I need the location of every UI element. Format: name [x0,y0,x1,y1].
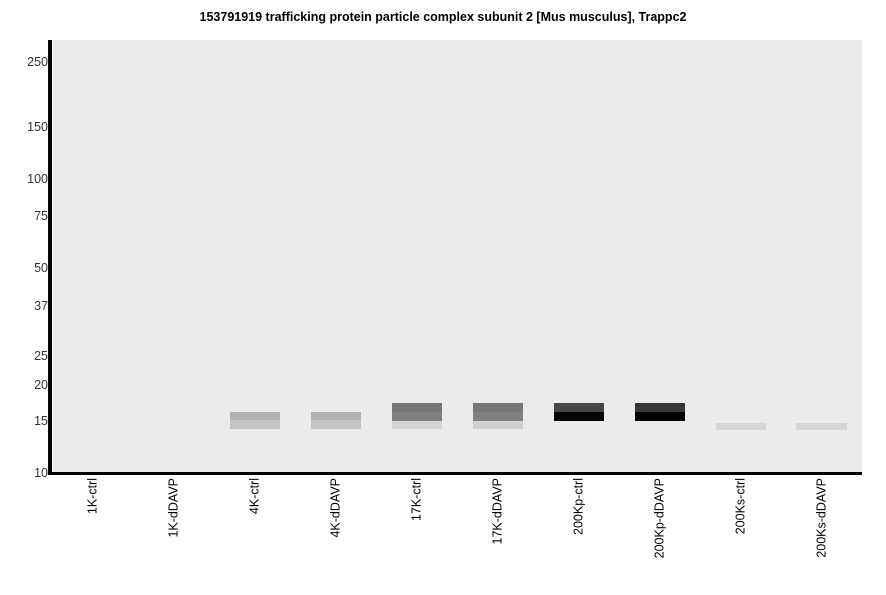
gel-band [634,411,685,422]
y-tick-label: 20 [34,377,48,392]
y-tick-label: 100 [27,172,48,187]
y-tick-label: 15 [34,414,48,429]
x-tick-label: 1K-ctrl [85,478,100,515]
gel-band [634,403,685,412]
x-tick-label: 200Kp-ctrl [571,478,586,535]
y-tick-label: 10 [34,466,48,480]
x-tick-slot: 4K-dDAVP [296,474,377,595]
gel-band [472,403,524,413]
gel-band [553,411,604,422]
y-tick-label: 25 [34,349,48,364]
y-tick-label: 50 [34,260,48,275]
page-title: 153791919 trafficking protein particle c… [199,10,687,24]
gel-lane [796,40,847,474]
y-tick-label: 150 [27,120,48,135]
gel-lane [230,40,281,474]
x-tick-label: 17K-dDAVP [490,478,505,545]
gel-lane [311,40,362,474]
gel-lane [634,40,685,474]
x-tick-slot: 1K-ctrl [53,474,134,595]
x-tick-slot: 1K-dDAVP [134,474,215,595]
gel-band [391,412,443,421]
gel-band [553,403,604,412]
gel-lane [149,40,199,474]
gel-band [391,420,443,430]
gel-lane [391,40,443,474]
plot-area [53,40,862,474]
x-tick-slot: 17K-ctrl [377,474,458,595]
gel-band [230,411,281,420]
gel-lanes [53,40,862,474]
x-tick-slot: 17K-dDAVP [458,474,539,595]
y-axis-tick-labels: 250 150 100 75 50 37 25 20 15 10 [0,0,48,595]
gel-lane [472,40,524,474]
gel-band [472,412,524,421]
gel-band [715,423,766,431]
y-tick-label: 250 [27,55,48,70]
gel-lane [715,40,766,474]
x-tick-slot: 200Kp-ctrl [538,474,619,595]
gel-band [311,419,362,430]
gel-lane [68,40,118,474]
x-axis-line [48,472,862,475]
gel-band [311,411,362,420]
x-axis-tick-labels: 1K-ctrl 1K-dDAVP 4K-ctrl 4K-dDAVP 17K-ctrl 17… [53,474,862,595]
x-tick-label: 4K-ctrl [247,478,262,515]
gel-band [472,420,524,430]
x-tick-slot: 200Kp-dDAVP [619,474,700,595]
x-tick-slot: 200Ks-ctrl [700,474,781,595]
gel-band [796,423,847,431]
gel-band [391,403,443,413]
x-tick-label: 200Ks-ctrl [733,478,748,535]
x-tick-label: 200Kp-dDAVP [652,478,667,559]
x-tick-label: 200Ks-dDAVP [814,478,829,558]
gel-lane [553,40,604,474]
x-tick-label: 17K-ctrl [409,478,424,522]
x-tick-label: 4K-dDAVP [328,478,343,538]
x-tick-slot: 4K-ctrl [215,474,296,595]
y-tick-label: 75 [34,208,48,223]
x-tick-slot: 200Ks-dDAVP [781,474,862,595]
y-tick-label: 37 [34,299,48,314]
gel-band [230,419,281,430]
x-tick-label: 1K-dDAVP [166,478,181,538]
y-axis-line [48,40,52,475]
